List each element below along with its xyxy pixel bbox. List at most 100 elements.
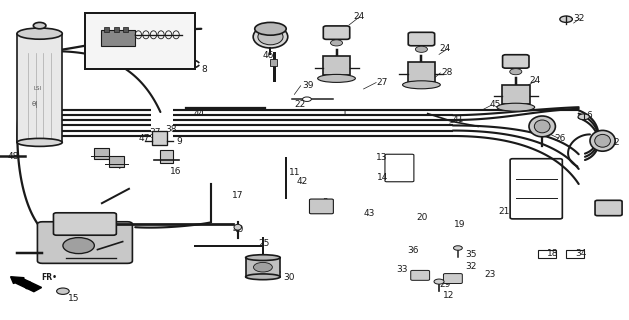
FancyBboxPatch shape: [443, 274, 462, 284]
Text: 37: 37: [169, 45, 180, 54]
Text: 44: 44: [194, 109, 205, 118]
Circle shape: [57, 288, 69, 294]
Text: 36: 36: [408, 246, 419, 255]
Text: 14: 14: [377, 173, 389, 182]
FancyBboxPatch shape: [323, 26, 350, 39]
Bar: [566, 250, 584, 258]
Text: 4: 4: [115, 162, 121, 171]
Text: 47: 47: [138, 134, 150, 143]
Bar: [538, 250, 556, 258]
Text: 9: 9: [176, 137, 182, 146]
Text: 3: 3: [322, 198, 328, 207]
Text: 27: 27: [376, 78, 387, 87]
Text: 42: 42: [297, 177, 308, 186]
Text: 2: 2: [613, 138, 619, 147]
Circle shape: [509, 68, 522, 75]
Bar: [270, 59, 277, 66]
Bar: [94, 148, 109, 159]
Text: 23: 23: [484, 270, 496, 279]
FancyBboxPatch shape: [53, 213, 116, 235]
FancyBboxPatch shape: [595, 200, 622, 216]
Ellipse shape: [258, 29, 283, 45]
Text: 32: 32: [465, 262, 477, 271]
Text: 5: 5: [607, 200, 613, 209]
Circle shape: [578, 114, 589, 120]
Circle shape: [434, 279, 444, 284]
Text: 32: 32: [574, 14, 585, 23]
Text: 26: 26: [555, 134, 566, 143]
Text: 6: 6: [586, 111, 592, 120]
Text: 46: 46: [263, 51, 274, 60]
Text: 16: 16: [170, 167, 181, 176]
Bar: [104, 28, 109, 32]
Text: 48: 48: [8, 152, 19, 161]
Text: 43: 43: [364, 209, 375, 218]
Text: 24: 24: [439, 44, 450, 53]
Bar: [245, 258, 281, 277]
Ellipse shape: [253, 26, 288, 48]
Text: 45: 45: [489, 100, 501, 109]
Text: 11: 11: [289, 168, 301, 177]
Ellipse shape: [245, 255, 281, 260]
Text: 30: 30: [283, 273, 294, 282]
Ellipse shape: [255, 22, 286, 35]
Circle shape: [63, 237, 94, 253]
Ellipse shape: [403, 81, 440, 89]
Text: 18: 18: [547, 249, 559, 258]
Text: 13: 13: [376, 153, 387, 162]
Text: 10: 10: [150, 131, 161, 140]
Ellipse shape: [529, 116, 555, 137]
Text: 20: 20: [416, 213, 428, 222]
Circle shape: [415, 46, 428, 52]
FancyBboxPatch shape: [411, 270, 430, 280]
Bar: [408, 62, 435, 82]
Bar: [109, 156, 124, 167]
Ellipse shape: [267, 268, 280, 276]
Circle shape: [560, 16, 572, 22]
Text: 22: 22: [294, 100, 306, 109]
Ellipse shape: [497, 103, 535, 111]
Text: 17: 17: [231, 191, 243, 200]
Bar: [17, 34, 62, 142]
Text: LSI: LSI: [33, 86, 42, 91]
Ellipse shape: [535, 120, 550, 133]
Bar: [160, 150, 173, 163]
FancyBboxPatch shape: [503, 55, 529, 68]
Circle shape: [454, 246, 462, 250]
FancyBboxPatch shape: [408, 32, 435, 46]
Circle shape: [303, 97, 311, 101]
Text: FR•: FR•: [41, 273, 57, 282]
Bar: [85, 13, 195, 69]
Text: 34: 34: [576, 249, 587, 258]
Ellipse shape: [590, 130, 615, 151]
Ellipse shape: [595, 134, 610, 147]
Text: 25: 25: [258, 239, 269, 248]
Text: 28: 28: [442, 68, 453, 77]
Text: 19: 19: [454, 220, 465, 229]
Bar: [123, 28, 128, 32]
Text: 37: 37: [150, 128, 161, 137]
Bar: [101, 30, 135, 46]
Text: θ|: θ|: [32, 100, 39, 108]
Text: 29: 29: [439, 280, 450, 289]
Text: 24: 24: [530, 76, 541, 85]
Text: 1: 1: [342, 109, 347, 118]
Text: 31: 31: [276, 30, 287, 39]
Text: 21: 21: [498, 207, 509, 216]
Ellipse shape: [318, 74, 355, 82]
Bar: [152, 131, 167, 145]
Text: 33: 33: [396, 265, 408, 274]
Text: 8: 8: [201, 65, 207, 74]
Ellipse shape: [17, 139, 62, 147]
Circle shape: [330, 40, 343, 46]
Ellipse shape: [234, 224, 242, 230]
FancyBboxPatch shape: [38, 222, 133, 263]
Circle shape: [253, 262, 272, 272]
Text: 15: 15: [68, 294, 79, 303]
Text: 39: 39: [302, 81, 313, 90]
Text: 41: 41: [453, 115, 464, 124]
Text: 40: 40: [233, 225, 244, 234]
Bar: [323, 56, 350, 75]
Text: 35: 35: [465, 250, 477, 259]
Text: 7: 7: [261, 269, 267, 278]
